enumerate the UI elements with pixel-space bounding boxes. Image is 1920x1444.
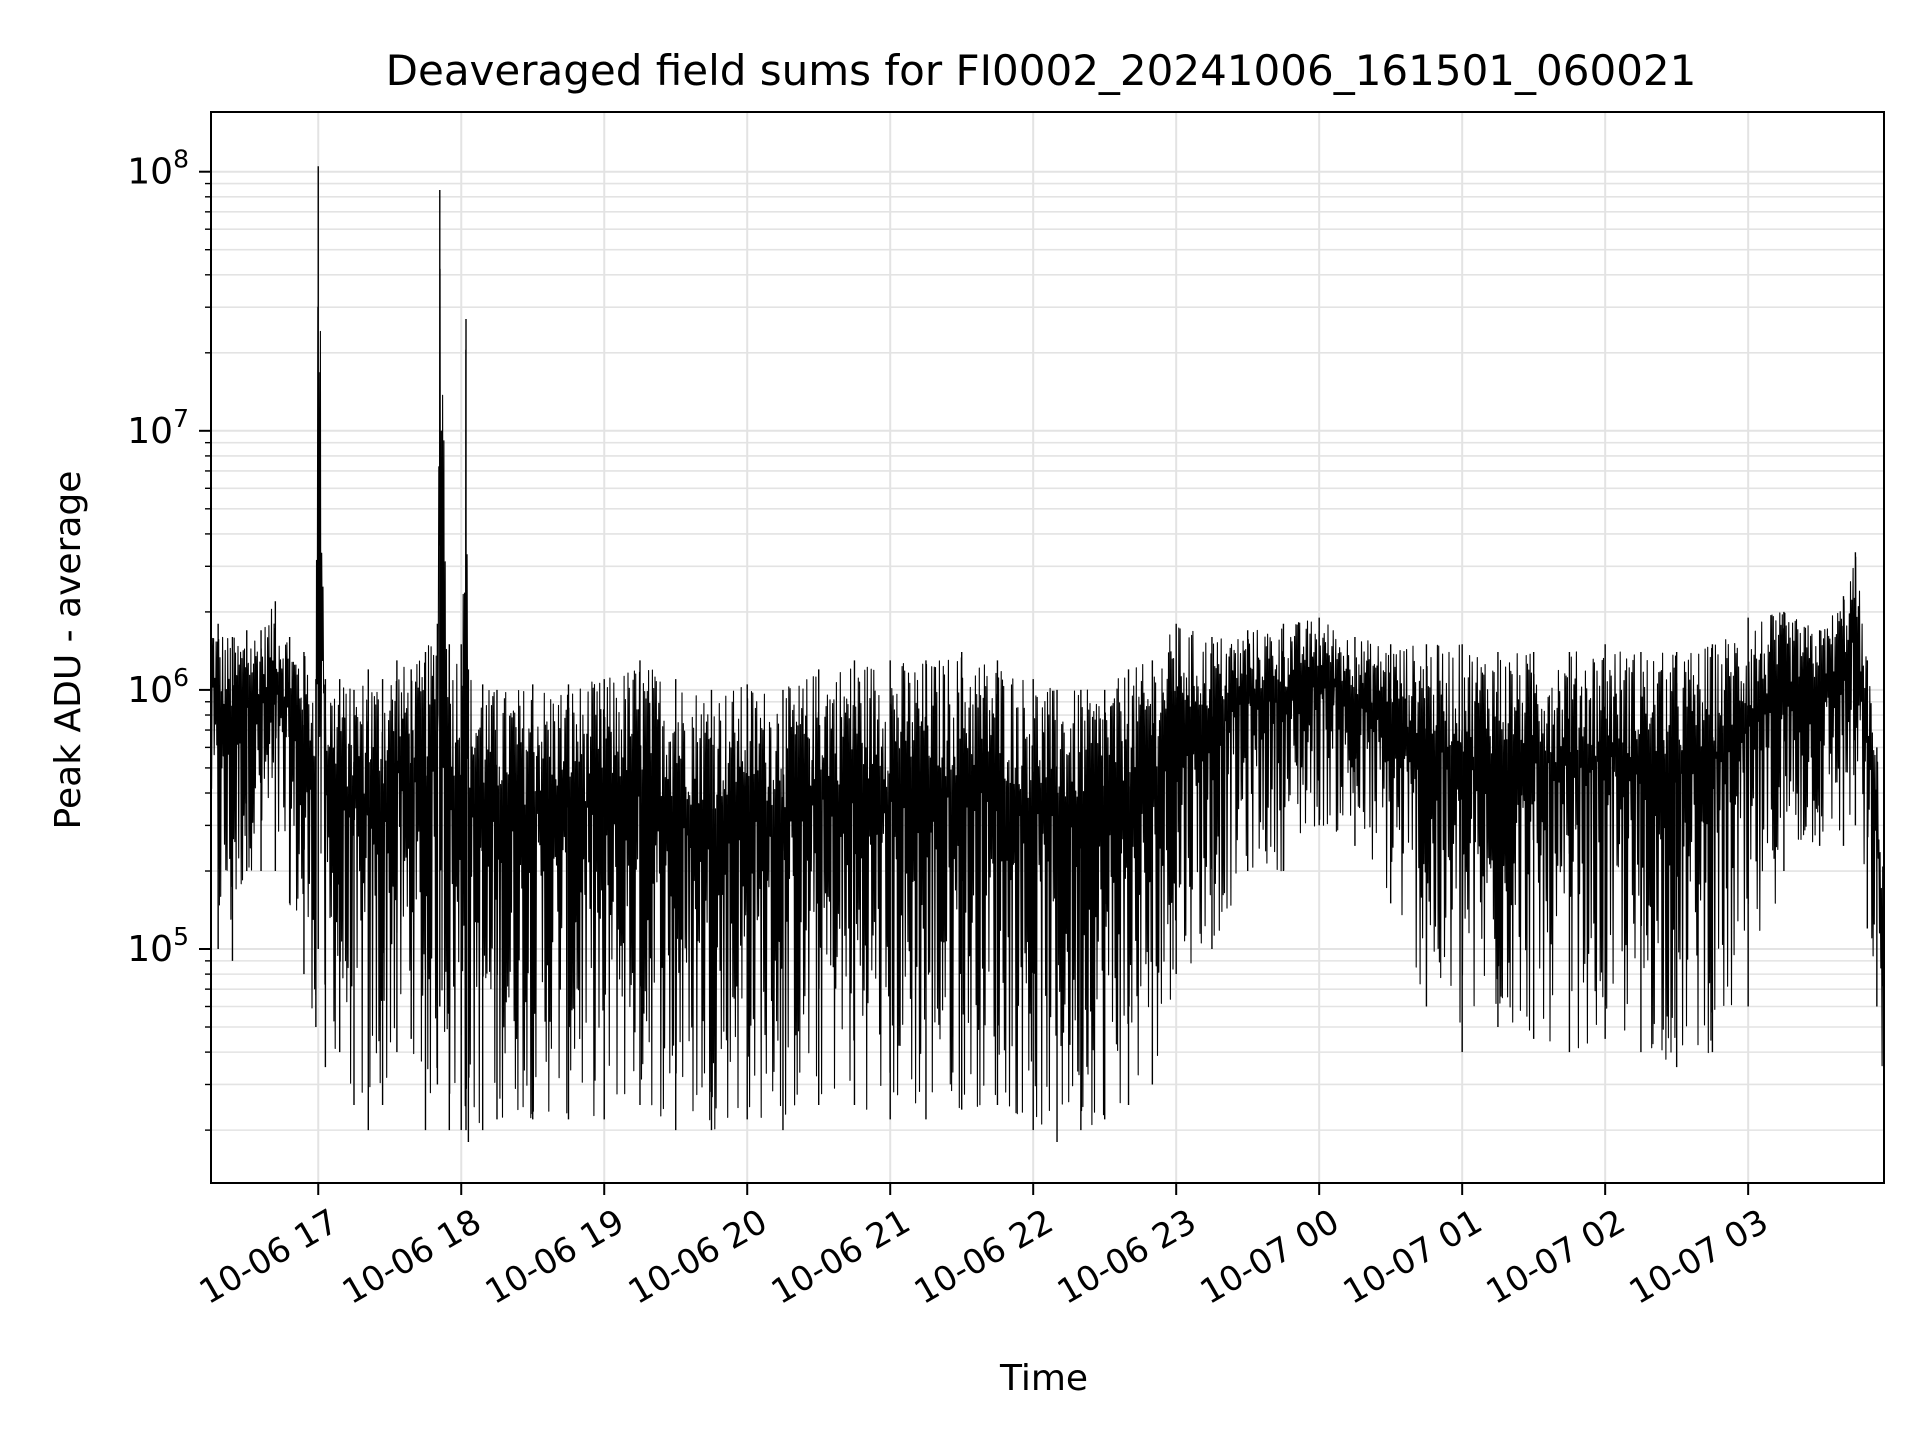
y-tick-exponent: 8 — [173, 145, 189, 174]
y-tick-base: 10 — [127, 152, 173, 193]
data-series — [210, 166, 1885, 1142]
y-tick-label: 105 — [127, 922, 189, 970]
y-tick-label: 106 — [127, 663, 189, 711]
y-tick-exponent: 6 — [173, 663, 189, 692]
y-tick-base: 10 — [127, 929, 173, 970]
y-tick-label: 108 — [127, 145, 189, 193]
x-axis-label: Time — [999, 1358, 1088, 1399]
y-tick-label: 107 — [127, 404, 189, 452]
y-tick-base: 10 — [127, 670, 173, 711]
chart-title: Deaveraged field sums for FI0002_2024100… — [386, 46, 1697, 95]
y-tick-exponent: 7 — [173, 404, 189, 433]
y-axis-label: Peak ADU - average — [48, 471, 89, 830]
y-tick-base: 10 — [127, 411, 173, 452]
plot-frame — [210, 111, 1885, 1184]
y-tick-exponent: 5 — [173, 922, 189, 951]
